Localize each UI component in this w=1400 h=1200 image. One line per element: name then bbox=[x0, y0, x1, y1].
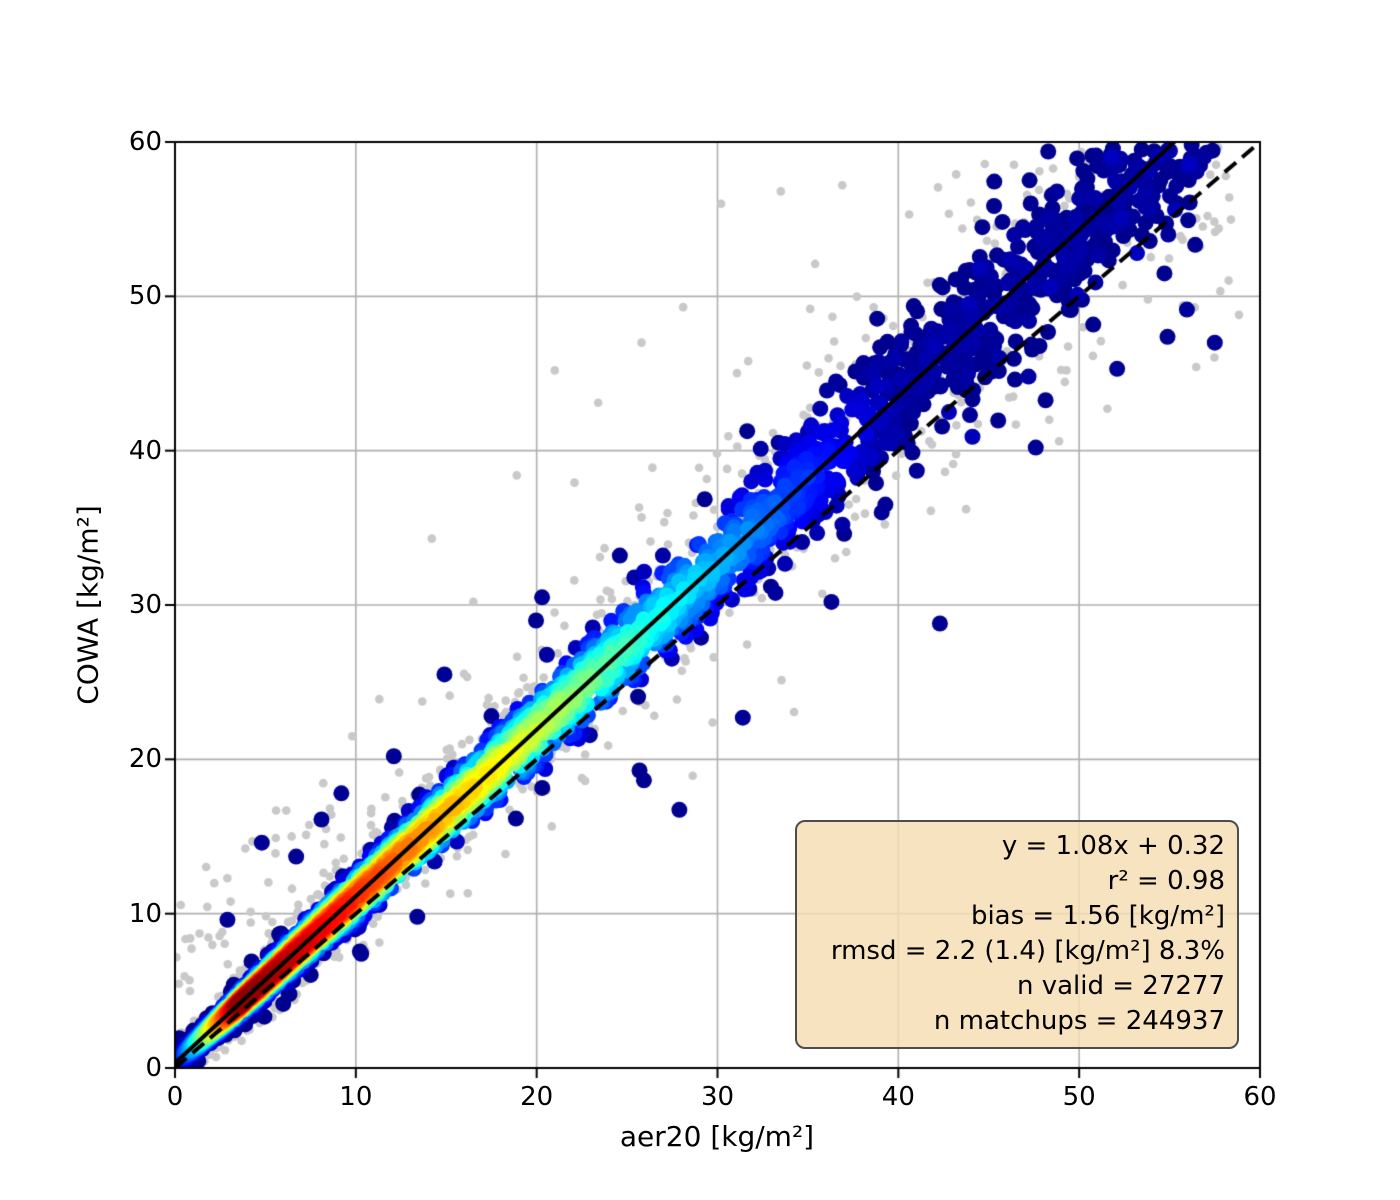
x-tick-label: 60 bbox=[1243, 1082, 1277, 1112]
y-tick-label: 30 bbox=[128, 590, 162, 620]
stats-box: y = 1.08x + 0.32 r² = 0.98 bias = 1.56 [… bbox=[795, 820, 1239, 1049]
stats-line-bias: bias = 1.56 [kg/m²] bbox=[970, 901, 1225, 931]
y-tick-label: 40 bbox=[128, 435, 162, 466]
stats-line-r2: r² = 0.98 bbox=[1107, 866, 1225, 896]
x-tick-label: 40 bbox=[881, 1082, 915, 1112]
stats-line-n-valid: n valid = 27277 bbox=[1016, 971, 1225, 1001]
x-axis-label: aer20 [kg/m²] bbox=[619, 1120, 815, 1153]
y-tick-label: 60 bbox=[128, 127, 162, 157]
x-tick-label: 20 bbox=[520, 1082, 554, 1112]
y-axis-label: COWA [kg/m²] bbox=[71, 505, 105, 705]
y-tick-label: 10 bbox=[128, 898, 162, 929]
y-tick-label: 0 bbox=[145, 1053, 162, 1083]
x-tick-label: 30 bbox=[700, 1082, 735, 1112]
stats-line-equation: y = 1.08x + 0.32 bbox=[1001, 831, 1225, 861]
y-tick-label: 20 bbox=[128, 744, 162, 775]
stats-line-rmsd: rmsd = 2.2 (1.4) [kg/m²] 8.3% bbox=[830, 936, 1225, 966]
x-tick-label: 0 bbox=[166, 1082, 184, 1112]
x-tick-label: 10 bbox=[339, 1082, 373, 1112]
stats-line-n-matchups: n matchups = 244937 bbox=[933, 1006, 1225, 1036]
x-tick-label: 50 bbox=[1062, 1082, 1096, 1112]
y-tick-label: 50 bbox=[128, 281, 162, 312]
